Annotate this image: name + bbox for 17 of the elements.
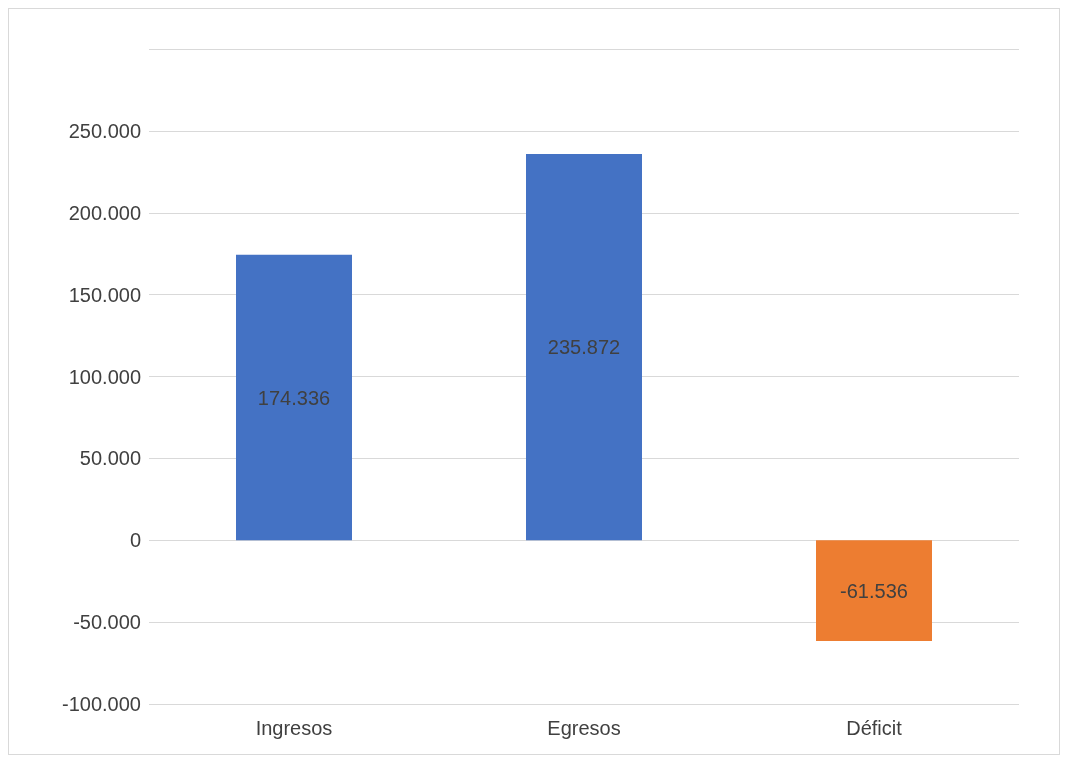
bar <box>816 540 932 642</box>
y-tick-label: 100.000 <box>68 365 141 388</box>
y-tick-label: 200.000 <box>68 201 141 224</box>
y-tick-label: 150.000 <box>68 283 141 306</box>
data-label: 235.872 <box>547 336 621 359</box>
bar <box>236 254 352 541</box>
y-tick-label: 0 <box>129 529 141 552</box>
x-tick-label: Déficit <box>846 717 903 739</box>
x-tick-label: Egresos <box>547 717 621 739</box>
y-tick-label: -50.000 <box>73 611 141 634</box>
y-tick-label: -100.000 <box>62 693 141 715</box>
data-label: 174.336 <box>257 386 331 409</box>
bar <box>526 154 642 541</box>
data-label: -61.536 <box>840 579 908 602</box>
y-tick-label: 250.000 <box>68 119 141 142</box>
x-tick-label: Ingresos <box>255 717 333 739</box>
y-tick-label: 50.000 <box>79 447 141 470</box>
